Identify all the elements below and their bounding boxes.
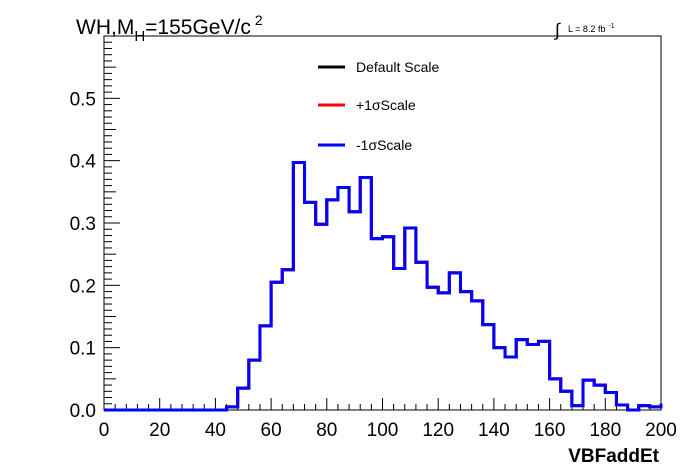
luminosity-text: L = 8.2 fb [568, 24, 605, 34]
y-tick-label: 0.5 [70, 89, 96, 110]
x-tick-label: 0 [99, 420, 110, 441]
y-tick-label: 0.4 [70, 152, 97, 173]
x-tick-label: 140 [478, 420, 510, 441]
x-tick-label: 80 [316, 420, 337, 441]
title-value: =155GeV/c [145, 16, 251, 39]
legend-label: -1σScale [356, 137, 412, 153]
x-tick-label: 120 [422, 420, 454, 441]
title-main: WH,M [76, 16, 134, 39]
legend: Default Scale +1σScale -1σScale [318, 59, 439, 153]
x-axis: 0 20 40 60 80 100 120 140 160 180 200 [99, 398, 677, 441]
luminosity-superscript: -1 [608, 23, 614, 30]
legend-label: +1σScale [356, 97, 416, 113]
plot-frame [103, 35, 662, 411]
x-tick-label: 100 [367, 420, 399, 441]
y-tick-label: 0.3 [70, 214, 96, 235]
luminosity-label: ∫ L = 8.2 fb -1 [553, 20, 615, 40]
y-axis: 0.0 0.1 0.2 0.3 0.4 0.5 [70, 41, 120, 422]
x-tick-label: 160 [534, 420, 566, 441]
x-axis-title: VBFaddEt [568, 446, 659, 467]
series-line [104, 161, 663, 412]
x-tick-label: 180 [589, 420, 621, 441]
x-tick-label: 40 [205, 420, 226, 441]
series-layer [104, 161, 663, 412]
x-tick-label: 20 [149, 420, 170, 441]
y-tick-label: 0.1 [70, 339, 96, 360]
title-superscript: 2 [255, 12, 263, 28]
integral-sign: ∫ [553, 20, 561, 40]
series-line [104, 161, 663, 412]
x-tick-label: 200 [645, 420, 677, 441]
legend-label: Default Scale [356, 59, 439, 75]
y-tick-label: 0.2 [70, 276, 96, 297]
y-tick-label: 0.0 [70, 401, 96, 422]
series-line [104, 161, 663, 412]
x-tick-label: 60 [261, 420, 282, 441]
